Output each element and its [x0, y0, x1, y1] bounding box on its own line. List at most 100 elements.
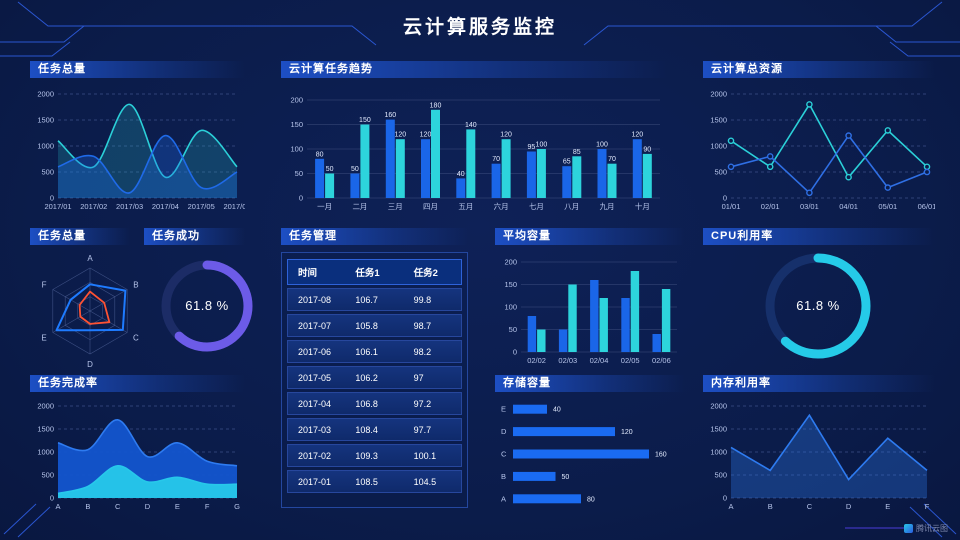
table-row: 2017-06 106.1 98.2: [287, 340, 462, 363]
svg-text:0: 0: [723, 194, 727, 203]
svg-text:十月: 十月: [635, 201, 650, 211]
svg-text:02/04: 02/04: [590, 356, 609, 365]
svg-text:A: A: [728, 502, 733, 511]
table-cell: 106.8: [345, 392, 404, 415]
svg-text:E: E: [885, 502, 890, 511]
table-row: 2017-02 109.3 100.1: [287, 444, 462, 467]
svg-text:1000: 1000: [710, 448, 727, 457]
svg-text:A: A: [501, 494, 506, 503]
svg-text:B: B: [501, 472, 506, 481]
svg-text:120: 120: [500, 132, 512, 139]
svg-text:06/01: 06/01: [918, 202, 935, 211]
svg-text:0: 0: [50, 494, 54, 503]
svg-text:B: B: [768, 502, 773, 511]
chart-storage: E 40 D 120 C 160 B 50 A 80: [495, 398, 685, 510]
table-row: 2017-05 106.2 97: [287, 366, 462, 389]
svg-text:50: 50: [351, 166, 359, 173]
page-title: 云计算服务监控: [402, 17, 557, 38]
chart-total-resources: 0 500 1000 1500 2000 01/01 02/01 03/01 04/01 05/0…: [703, 84, 936, 212]
table-cell: 2017-03: [287, 418, 346, 441]
svg-text:1000: 1000: [37, 142, 54, 151]
table-header-cell: 时间: [287, 259, 346, 285]
svg-text:02/06: 02/06: [652, 356, 671, 365]
table-row: 2017-07 105.8 98.7: [287, 314, 462, 337]
chart-memory-usage: 0 500 1000 1500 2000 A B C D E F: [703, 396, 935, 512]
task-management-table: 时间 任务1 任务2 2017-08 106.7 99.8 2017-07 105.8 98.…: [281, 252, 468, 508]
svg-text:50: 50: [295, 169, 303, 178]
panel-header-task-total-radar: 任务总量: [30, 228, 130, 245]
table-cell: 2017-07: [287, 314, 346, 337]
table-row: 2017-04 106.8 97.2: [287, 392, 462, 415]
panel-header-cpu-usage: CPU利用率: [703, 228, 935, 245]
svg-text:85: 85: [573, 149, 581, 156]
svg-text:三月: 三月: [388, 202, 403, 211]
svg-text:B: B: [85, 502, 90, 511]
svg-text:1500: 1500: [710, 425, 727, 434]
svg-text:70: 70: [492, 156, 500, 163]
panel-header-memory-usage: 内存利用率: [703, 375, 935, 392]
table-cell: 2017-05: [287, 366, 346, 389]
svg-text:八月: 八月: [564, 202, 579, 211]
svg-text:1000: 1000: [710, 142, 727, 151]
svg-text:160: 160: [384, 112, 396, 119]
svg-text:80: 80: [587, 496, 595, 503]
svg-text:C: C: [807, 502, 813, 511]
svg-text:70: 70: [608, 156, 616, 163]
svg-text:02/01: 02/01: [761, 202, 780, 211]
table-cell: 97: [403, 366, 462, 389]
svg-text:七月: 七月: [529, 202, 544, 211]
chart-task-total-area: 0 500 1000 1500 2000 2017/01 2017/02 2017/03 201…: [30, 84, 250, 212]
svg-text:500: 500: [714, 471, 727, 480]
svg-text:2000: 2000: [37, 402, 54, 411]
brand-label: 腾讯云图: [916, 524, 948, 533]
svg-text:0: 0: [513, 348, 517, 357]
panel-header-completion-rate: 任务完成率: [30, 375, 245, 392]
svg-text:0: 0: [50, 194, 54, 203]
svg-text:04/01: 04/01: [839, 202, 858, 211]
svg-text:2000: 2000: [37, 90, 54, 99]
svg-text:D: D: [846, 502, 852, 511]
svg-text:150: 150: [359, 117, 371, 124]
svg-text:九月: 九月: [600, 202, 615, 211]
svg-text:E: E: [41, 334, 46, 343]
svg-text:2017/02: 2017/02: [80, 202, 107, 211]
svg-text:B: B: [133, 281, 138, 290]
svg-text:G: G: [234, 502, 240, 511]
svg-text:120: 120: [621, 429, 633, 436]
svg-text:D: D: [87, 360, 93, 368]
svg-text:100: 100: [536, 142, 548, 149]
svg-text:四月: 四月: [423, 202, 438, 211]
table-header-cell: 任务2: [403, 259, 462, 285]
panel-header-avg-capacity: 平均容量: [495, 228, 685, 245]
svg-text:500: 500: [41, 168, 54, 177]
svg-text:120: 120: [420, 132, 432, 139]
svg-text:95: 95: [528, 144, 536, 151]
svg-text:50: 50: [562, 474, 570, 481]
svg-text:120: 120: [631, 132, 643, 139]
table-header-cell: 任务1: [345, 259, 404, 285]
panel-header-storage: 存储容量: [495, 375, 685, 392]
table-cell: 106.2: [345, 366, 404, 389]
svg-text:50: 50: [509, 325, 517, 334]
svg-text:F: F: [205, 502, 210, 511]
table-row: 2017-01 108.5 104.5: [287, 470, 462, 493]
svg-text:D: D: [501, 427, 507, 436]
svg-text:03/01: 03/01: [800, 202, 819, 211]
svg-text:61.8 %: 61.8 %: [185, 298, 228, 313]
table-cell: 2017-04: [287, 392, 346, 415]
chart-completion-rate: 0 500 1000 1500 2000 A B C D E F G: [30, 396, 245, 512]
panel-header-total-resources: 云计算总资源: [703, 61, 935, 78]
svg-text:01/01: 01/01: [722, 202, 741, 211]
svg-text:500: 500: [41, 471, 54, 480]
svg-text:40: 40: [457, 171, 465, 178]
table-cell: 97.2: [403, 392, 462, 415]
chart-task-trend: 0 50 100 150 200 一月 80 50 二月 50 150 三月 160 120 四月 120 18…: [281, 84, 668, 212]
svg-text:100: 100: [504, 303, 517, 312]
svg-text:200: 200: [290, 96, 303, 105]
svg-text:2000: 2000: [710, 90, 727, 99]
svg-text:40: 40: [553, 407, 561, 414]
svg-text:D: D: [145, 502, 151, 511]
svg-text:140: 140: [465, 122, 477, 129]
table-cell: 104.5: [403, 470, 462, 493]
svg-text:80: 80: [316, 151, 324, 158]
